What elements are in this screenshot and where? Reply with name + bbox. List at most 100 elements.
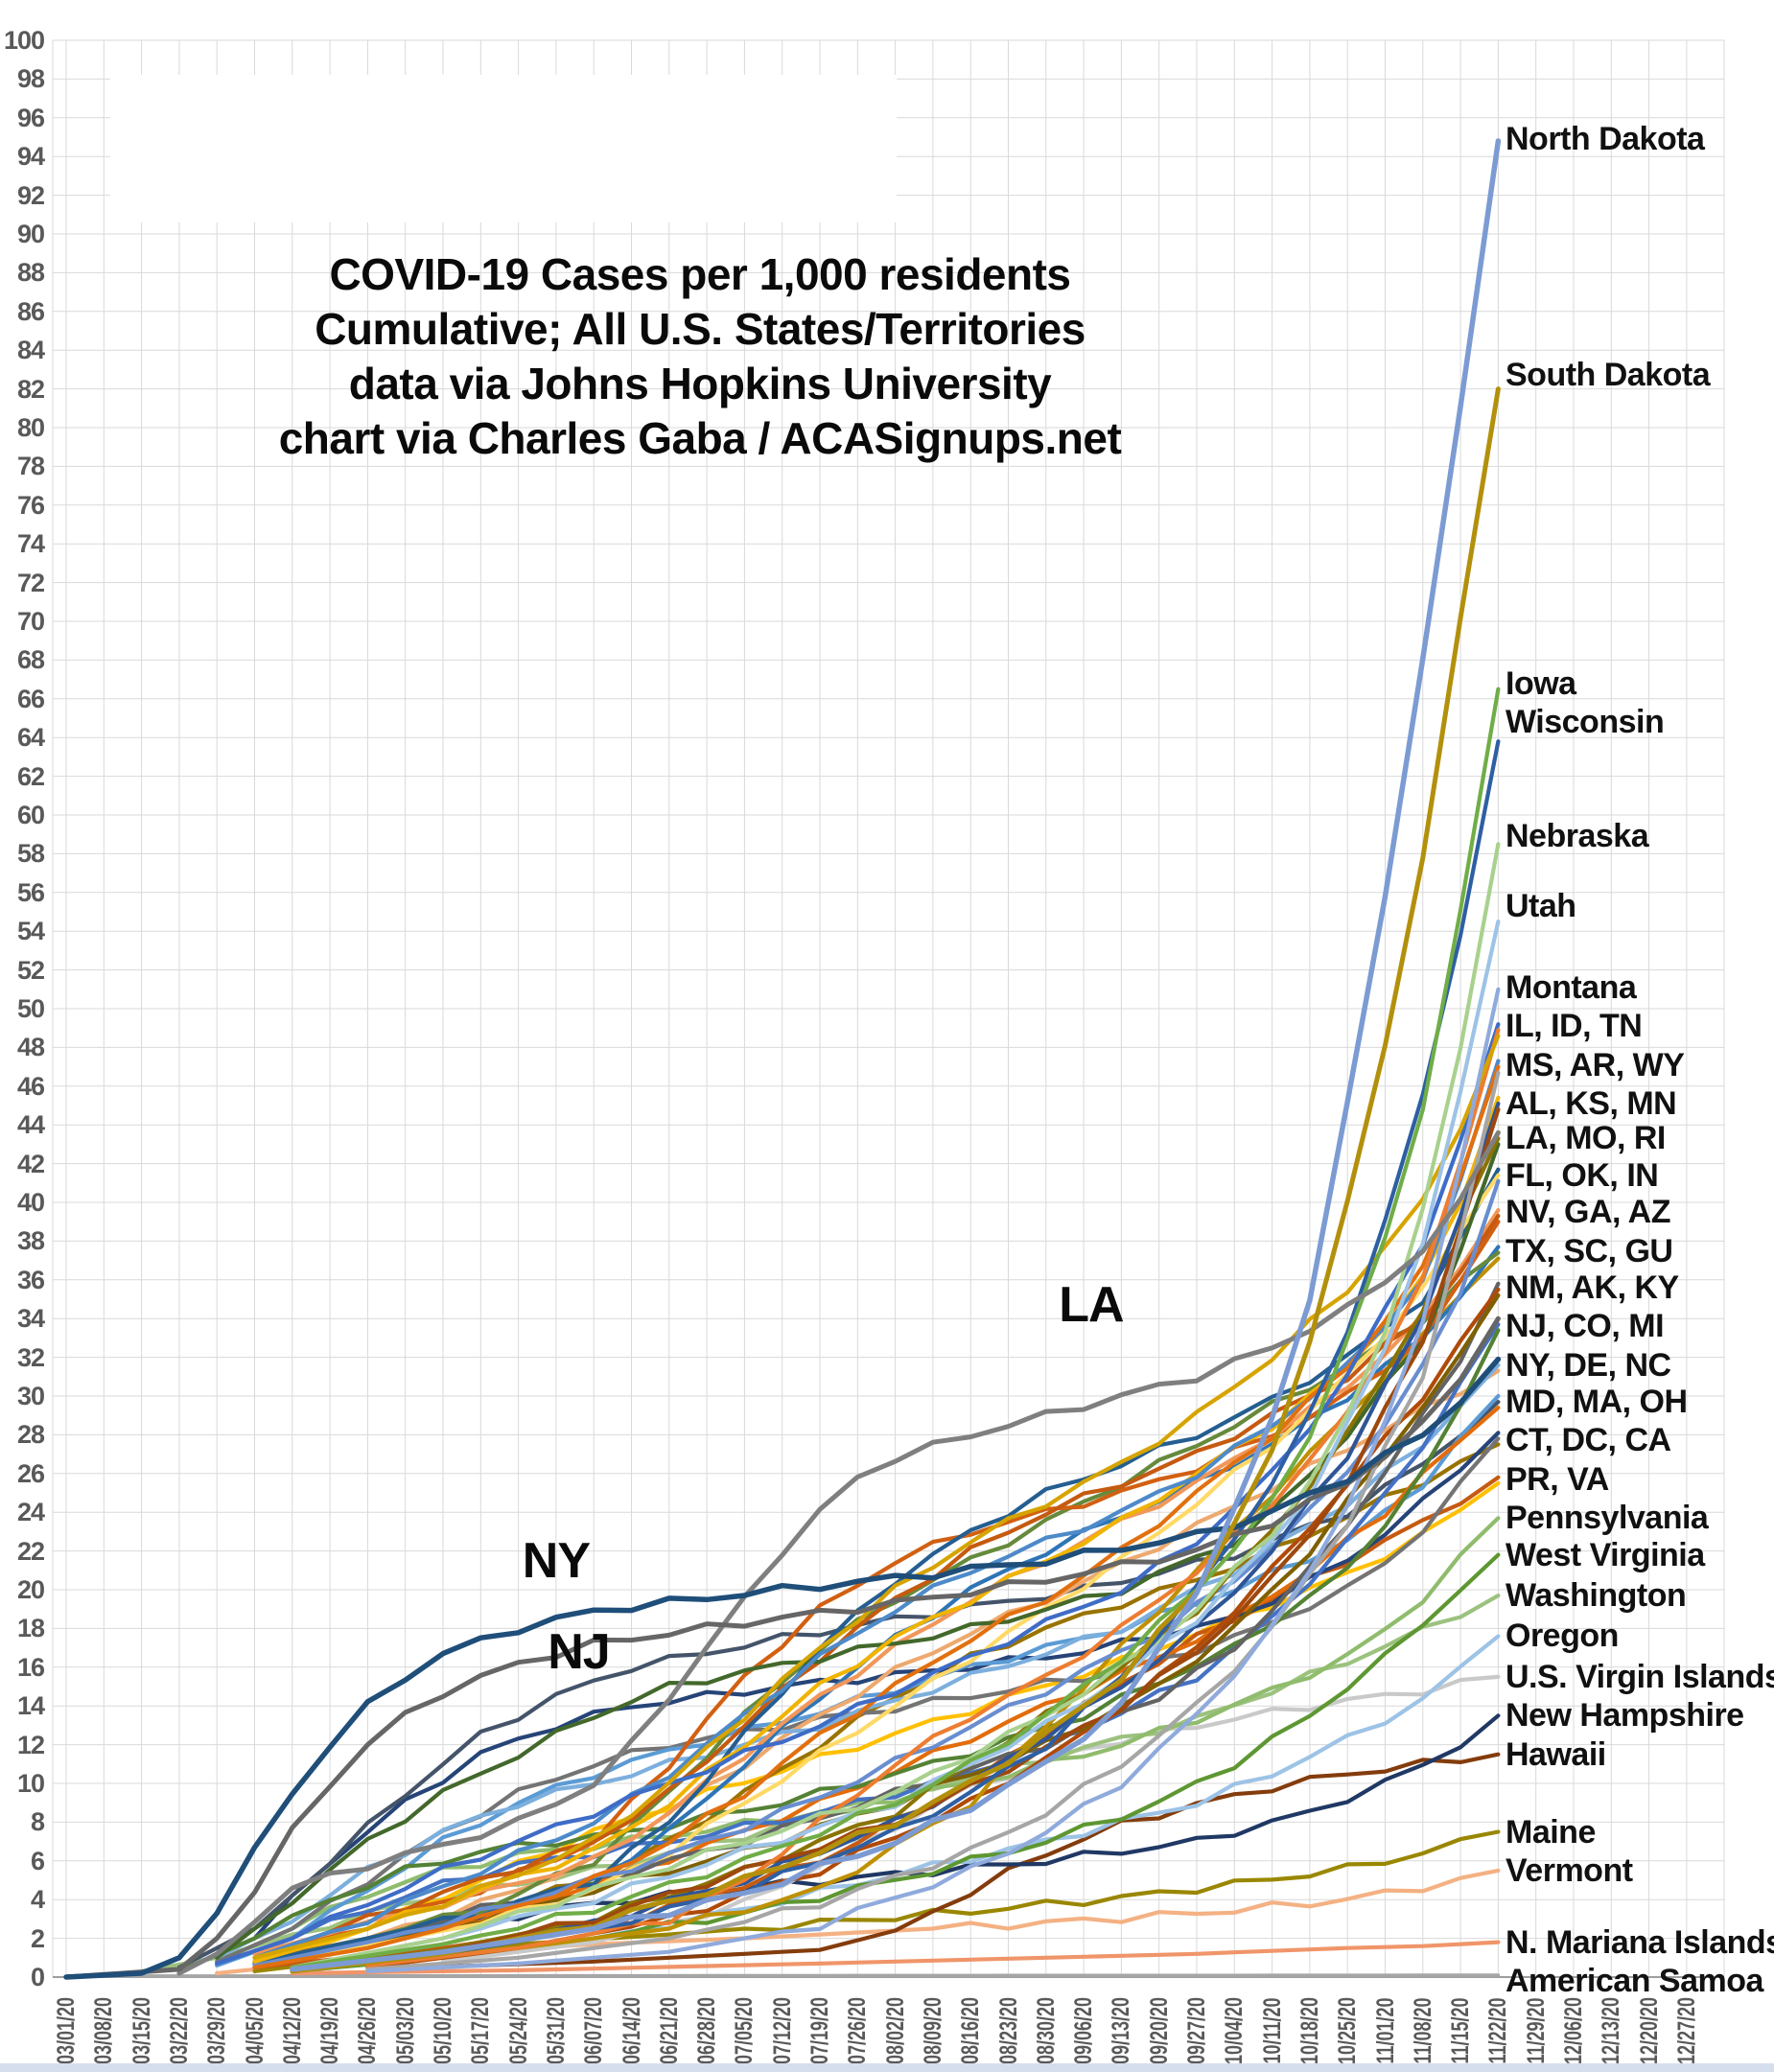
y-tick-label-62: 62: [16, 761, 45, 791]
y-tick-label-28: 28: [16, 1420, 45, 1450]
y-tick-label-32: 32: [16, 1342, 45, 1372]
x-tick-label-07-26-20: 07/26/20: [844, 1996, 872, 2065]
series-label-ny-de-nc: NY, DE, NC: [1506, 1346, 1671, 1384]
series-lines: [63, 138, 1502, 1980]
x-tick-label-10-04-20: 10/04/20: [1221, 1996, 1249, 2065]
y-tick-label-24: 24: [16, 1498, 45, 1527]
y-tick-label-94: 94: [16, 142, 45, 172]
y-tick-label-8: 8: [30, 1807, 45, 1837]
y-tick-label-16: 16: [16, 1652, 45, 1682]
y-tick-label-56: 56: [16, 877, 45, 907]
x-tick-label-11-29-20: 11/29/20: [1522, 1997, 1550, 2064]
chart-title-line4: chart via Charles Gaba / ACASignups.net: [278, 413, 1122, 463]
x-tick-label-09-27-20: 09/27/20: [1183, 1996, 1210, 2065]
series-label-n-mariana-islands: N. Mariana Islands: [1506, 1923, 1774, 1961]
series-label-nm-ak-ky: NM, AK, KY: [1506, 1269, 1679, 1306]
x-tick-label-08-16-20: 08/16/20: [957, 1996, 985, 2065]
x-tick-label-03-01-20: 03/01/20: [53, 1996, 80, 2065]
x-tick-label-03-15-20: 03/15/20: [128, 1996, 155, 2065]
series-line-rhode-island: [215, 1142, 1501, 1960]
series-label-new-hampshire: New Hampshire: [1506, 1697, 1744, 1734]
series-line-hawaii: [365, 1752, 1501, 1971]
x-tick-label-05-24-20: 05/24/20: [504, 1996, 532, 2065]
series-label-fl-ok-in: FL, OK, IN: [1506, 1156, 1659, 1194]
y-tick-label-30: 30: [16, 1382, 45, 1410]
x-tick-label-11-22-20: 11/22/20: [1484, 1997, 1512, 2064]
series-label-la-mo-ri: LA, MO, RI: [1506, 1120, 1666, 1157]
x-tick-label-07-05-20: 07/05/20: [731, 1996, 759, 2065]
series-line-new-york: [63, 1356, 1502, 1980]
y-tick-label-86: 86: [16, 296, 45, 326]
x-tick-label-10-18-20: 10/18/20: [1295, 1996, 1323, 2065]
series-label-washington: Washington: [1506, 1577, 1687, 1615]
x-tick-label-09-13-20: 09/13/20: [1108, 1996, 1135, 2065]
series-label-vermont: Vermont: [1506, 1851, 1633, 1889]
x-tick-label-11-08-20: 11/08/20: [1409, 1997, 1436, 2064]
y-tick-label-52: 52: [16, 955, 45, 985]
x-tick-label-08-30-20: 08/30/20: [1032, 1996, 1060, 2065]
series-line-delaware: [215, 1362, 1501, 1960]
x-tick-label-12-13-20: 12/13/20: [1598, 1996, 1625, 2065]
x-tick-label-07-19-20: 07/19/20: [806, 1996, 833, 2065]
x-tick-label-12-27-20: 12/27/20: [1672, 1996, 1700, 2065]
series-line-louisiana: [176, 1129, 1501, 1976]
y-tick-label-66: 66: [16, 684, 45, 713]
y-tick-label-0: 0: [30, 1963, 45, 1991]
series-label-nv-ga-az: NV, GA, AZ: [1506, 1194, 1670, 1231]
x-tick-label-11-01-20: 11/01/20: [1371, 1997, 1399, 2064]
series-label-nebraska: Nebraska: [1506, 818, 1649, 855]
x-tick-label-10-11-20: 10/11/20: [1258, 1997, 1286, 2064]
series-line-mississippi: [252, 1059, 1501, 1960]
y-tick-label-4: 4: [30, 1885, 45, 1915]
y-tick-label-96: 96: [16, 103, 45, 132]
x-tick-label-06-14-20: 06/14/20: [618, 1996, 645, 2065]
y-tick-label-82: 82: [16, 374, 45, 404]
x-tick-label-07-12-20: 07/12/20: [768, 1996, 796, 2065]
series-line-idaho: [365, 1028, 1501, 1967]
series-label-maine: Maine: [1506, 1813, 1596, 1851]
y-tick-label-88: 88: [16, 258, 45, 288]
x-tick-label-09-06-20: 09/06/20: [1070, 1996, 1098, 2065]
chart-title-line1: COVID-19 Cases per 1,000 residents: [329, 249, 1071, 299]
x-tick-label-11-15-20: 11/15/20: [1447, 1997, 1475, 2064]
series-label-utah: Utah: [1506, 887, 1576, 924]
x-tick-label-05-17-20: 05/17/20: [467, 1996, 495, 2065]
series-label-west-virginia: West Virginia: [1506, 1536, 1705, 1573]
x-tick-label-05-03-20: 05/03/20: [391, 1996, 419, 2065]
y-tick-label-78: 78: [16, 452, 45, 481]
x-tick-label-03-08-20: 03/08/20: [90, 1996, 118, 2065]
chart-title-line3: data via Johns Hopkins University: [348, 359, 1052, 408]
y-tick-label-34: 34: [16, 1304, 45, 1334]
y-tick-label-54: 54: [16, 917, 45, 946]
x-tick-label-08-09-20: 08/09/20: [919, 1996, 946, 2065]
series-label-md-ma-oh: MD, MA, OH: [1506, 1384, 1688, 1421]
y-tick-label-76: 76: [16, 490, 45, 520]
series-line-n-mariana-islands: [290, 1940, 1501, 1976]
series-line-oklahoma: [252, 1173, 1501, 1967]
x-tick-label-05-10-20: 05/10/20: [430, 1996, 456, 2065]
x-tick-label-06-07-20: 06/07/20: [580, 1996, 608, 2065]
series-label-hawaii: Hawaii: [1506, 1735, 1606, 1773]
x-tick-label-10-25-20: 10/25/20: [1334, 1996, 1362, 2065]
y-tick-label-40: 40: [16, 1188, 45, 1217]
x-tick-label-04-26-20: 04/26/20: [354, 1996, 382, 2065]
y-tick-label-48: 48: [16, 1033, 45, 1062]
chart-title-line2: Cumulative; All U.S. States/Territories: [315, 304, 1085, 354]
y-tick-label-100: 100: [3, 26, 45, 55]
series-label-american-samoa: American Samoa: [1506, 1963, 1763, 2000]
series-label-pr-va: PR, VA: [1506, 1460, 1609, 1498]
series-line-iowa: [290, 687, 1501, 1969]
series-label-iowa: Iowa: [1506, 664, 1576, 702]
series-label-north-dakota: North Dakota: [1506, 121, 1705, 158]
series-label-tx-sc-gu: TX, SC, GU: [1506, 1232, 1673, 1269]
y-tick-label-60: 60: [16, 801, 45, 829]
y-tick-label-84: 84: [16, 336, 45, 365]
series-label-al-ks-mn: AL, KS, MN: [1506, 1084, 1677, 1122]
x-tick-label-08-23-20: 08/23/20: [994, 1996, 1022, 2065]
series-label-ms-ar-wy: MS, AR, WY: [1506, 1046, 1685, 1083]
series-line-utah: [290, 919, 1501, 1969]
annotation-ny: NY: [522, 1532, 591, 1589]
annotation-la: LA: [1059, 1277, 1124, 1334]
y-tick-label-74: 74: [16, 529, 45, 559]
